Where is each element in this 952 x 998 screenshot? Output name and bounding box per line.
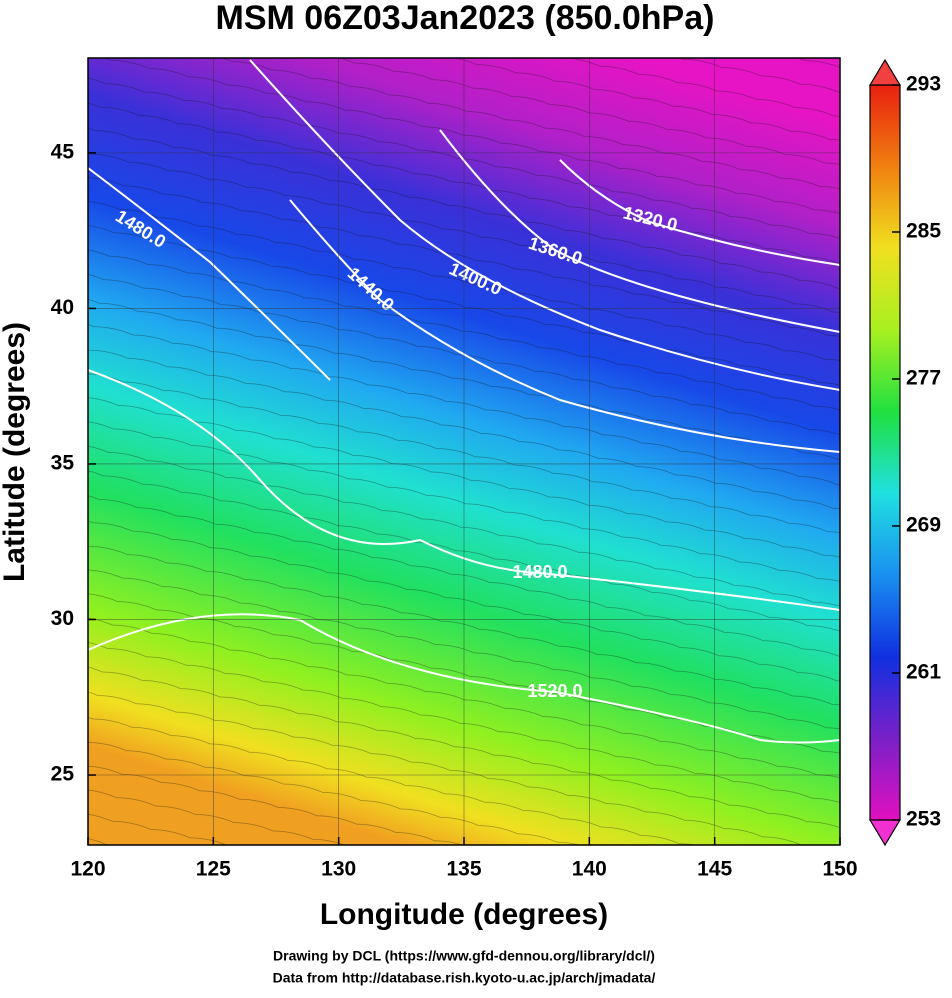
colorbar-tick-label: 261 — [906, 661, 941, 684]
contour-label: 1480.0 — [512, 562, 567, 582]
colorbar-tick-label: 293 — [906, 73, 941, 96]
contour-line — [439, 129, 841, 333]
contour-line — [87, 369, 841, 611]
contour-label: 1520.0 — [527, 681, 582, 701]
x-tick-label: 135 — [446, 858, 481, 881]
colorbar-tick-label: 269 — [906, 514, 941, 537]
y-tick-label: 25 — [51, 763, 75, 786]
y-tick-label: 45 — [51, 140, 75, 163]
contour-line — [87, 167, 331, 381]
x-tick-label: 130 — [321, 858, 356, 881]
x-tick-label: 145 — [697, 858, 732, 881]
colorbar — [869, 84, 901, 821]
x-tick-label: 125 — [196, 858, 231, 881]
contour-line — [289, 199, 841, 453]
colorbar-tick-label: 253 — [906, 808, 941, 831]
plot-frame — [87, 57, 841, 846]
y-tick-label: 35 — [51, 451, 75, 474]
x-axis-label: Longitude (degrees) — [320, 898, 608, 931]
footer-line: Data from http://database.rish.kyoto-u.a… — [273, 970, 656, 986]
contour-line — [87, 613, 841, 744]
contour-line — [249, 59, 841, 391]
colorbar-extend-top — [868, 58, 902, 86]
footer-line: Drawing by DCL (https://www.gfd-dennou.o… — [273, 948, 655, 964]
title: MSM 06Z03Jan2023 (850.0hPa) — [216, 0, 715, 37]
colorbar-tick-label: 277 — [906, 367, 941, 390]
x-tick-label: 150 — [822, 858, 857, 881]
x-tick-label: 120 — [70, 858, 105, 881]
colorbar-tick-label: 285 — [906, 220, 941, 243]
y-axis-label: Latitude (degrees) — [0, 322, 31, 582]
y-tick-label: 30 — [51, 607, 74, 630]
y-tick-label: 40 — [51, 296, 74, 319]
x-tick-label: 140 — [572, 858, 607, 881]
colorbar-extend-bottom — [868, 819, 902, 847]
